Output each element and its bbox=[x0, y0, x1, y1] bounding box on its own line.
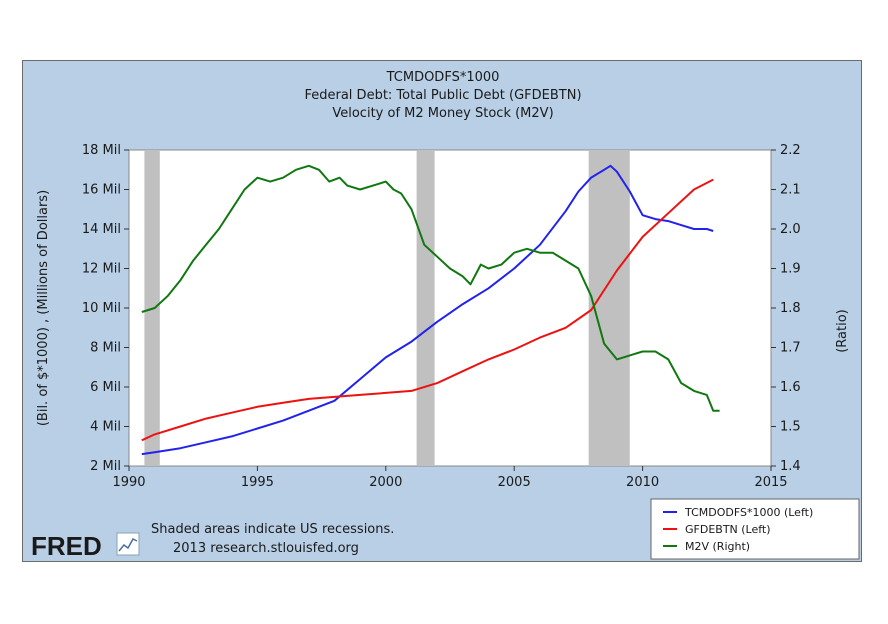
series-lines bbox=[141, 164, 720, 456]
y-left-tick-label: 8 Mil bbox=[90, 341, 121, 356]
chart-frame: TCMDODFS*1000 Federal Debt: Total Public… bbox=[22, 60, 862, 562]
fred-logo: FRED bbox=[31, 531, 102, 561]
series-line-gfdebtn bbox=[141, 178, 714, 442]
series-line-m2v bbox=[141, 164, 720, 412]
legend-box bbox=[650, 498, 860, 560]
chart-title-line-1: TCMDODFS*1000 bbox=[386, 70, 500, 85]
plot-area bbox=[128, 149, 772, 467]
y-right-tick-label: 1.9 bbox=[780, 262, 801, 277]
recession-note: Shaded areas indicate US recessions. bbox=[151, 522, 394, 537]
y-left-tick-label: 2 Mil bbox=[90, 459, 121, 474]
x-tick-label: 2015 bbox=[754, 475, 787, 490]
legend-label-m2v: M2V (Right) bbox=[685, 540, 750, 553]
y-left-tick-label: 18 Mil bbox=[82, 143, 121, 158]
recession-band bbox=[588, 150, 630, 466]
y-left-tick-label: 6 Mil bbox=[90, 380, 121, 395]
y-left-tick-label: 14 Mil bbox=[82, 222, 121, 237]
y-left-tick-label: 16 Mil bbox=[82, 183, 121, 198]
x-tick-label: 1990 bbox=[112, 475, 145, 490]
recession-band bbox=[416, 150, 435, 466]
x-tick-label: 2005 bbox=[498, 475, 531, 490]
y-right-tick-label: 1.5 bbox=[780, 420, 801, 435]
x-tick-label: 2000 bbox=[369, 475, 402, 490]
y-right-tick-label: 1.6 bbox=[780, 380, 801, 395]
axis-ticks: 1990 1995 2000 2005 2010 2015 2 Mil 4 Mil 6 Mil 8… bbox=[82, 143, 801, 490]
chart-title-line-2: Federal Debt: Total Public Debt (GFDEBTN… bbox=[304, 88, 581, 103]
legend: TCMDODFS*1000 (Left) GFDEBTN (Left) M2V … bbox=[650, 498, 860, 560]
y-right-tick-label: 2.1 bbox=[780, 183, 801, 198]
y-right-tick-label: 1.4 bbox=[780, 459, 801, 474]
y-left-tick-label: 12 Mil bbox=[82, 262, 121, 277]
series-line-tcmdodfs bbox=[141, 164, 714, 456]
legend-label-tcmdodfs: TCMDODFS*1000 (Left) bbox=[684, 506, 813, 519]
y-right-tick-label: 2.0 bbox=[780, 222, 801, 237]
fred-logo-chart-icon bbox=[116, 532, 140, 556]
chart-title-line-3: Velocity of M2 Money Stock (M2V) bbox=[332, 106, 553, 121]
y-axis-right-label: (Ratio) bbox=[835, 309, 850, 353]
y-right-tick-label: 2.2 bbox=[780, 143, 801, 158]
y-right-tick-label: 1.7 bbox=[780, 341, 801, 356]
x-tick-label: 2010 bbox=[626, 475, 659, 490]
chart-svg: TCMDODFS*1000 Federal Debt: Total Public… bbox=[31, 70, 860, 561]
recession-shading bbox=[144, 150, 630, 466]
y-axis-left-label: (Bil. of $*1000) , (Millions of Dollars) bbox=[36, 190, 51, 426]
source-note: 2013 research.stlouisfed.org bbox=[173, 541, 359, 556]
y-left-tick-label: 10 Mil bbox=[82, 301, 121, 316]
legend-label-gfdebtn: GFDEBTN (Left) bbox=[685, 523, 771, 536]
x-tick-label: 1995 bbox=[241, 475, 274, 490]
y-left-tick-label: 4 Mil bbox=[90, 420, 121, 435]
y-right-tick-label: 1.8 bbox=[780, 301, 801, 316]
